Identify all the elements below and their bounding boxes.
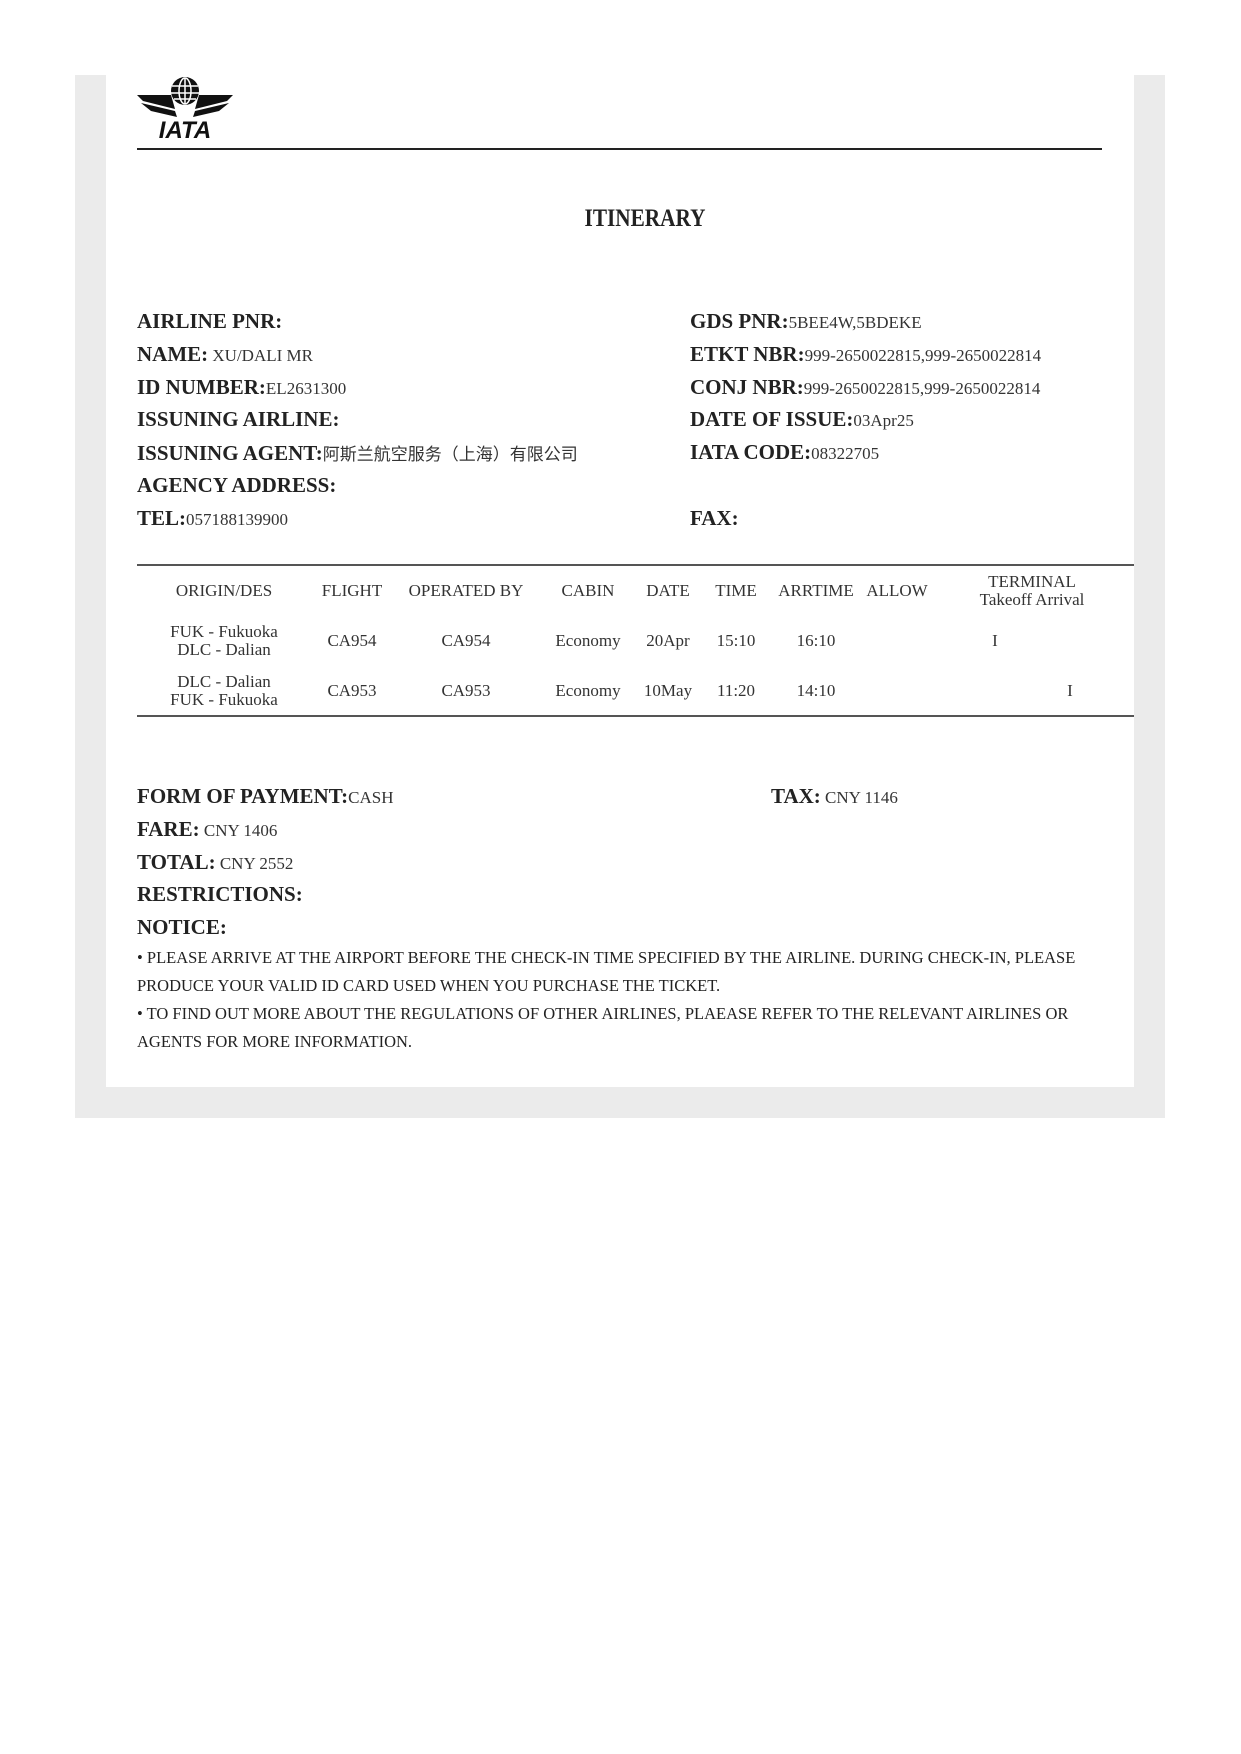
field-value: XU/DALI MR (208, 346, 313, 365)
form-of-payment: FORM OF PAYMENT:CASH (137, 784, 394, 808)
field-label: ETKT NBR: (690, 342, 805, 366)
restrictions: RESTRICTIONS: (137, 882, 303, 906)
total: TOTAL: CNY 2552 (137, 850, 294, 874)
field-value: 5BEE4W,5BDEKE (788, 313, 922, 332)
table-bottom-rule (137, 715, 1134, 717)
cabin-cell: Economy (555, 631, 621, 650)
flight-cell: CA954 (327, 631, 377, 650)
field-value: 999-2650022815,999-2650022814 (804, 346, 1042, 365)
header-divider (137, 148, 1102, 150)
iata-logo: IATA (137, 77, 233, 140)
field-label: DATE OF ISSUE: (690, 407, 854, 431)
column-header: CABIN (561, 581, 615, 600)
column-header: ALLOW (866, 581, 928, 600)
flight-cell: CA953 (327, 681, 377, 700)
field-value: 08322705 (811, 444, 880, 463)
field-iata-code: IATA CODE:08322705 (690, 440, 879, 465)
field-conj-nbr: CONJ NBR:999-2650022815,999-2650022814 (690, 375, 1040, 400)
operated-cell: CA953 (441, 681, 491, 700)
field-agency-address: AGENCY ADDRESS: (137, 473, 336, 498)
field-value: 057188139900 (186, 510, 289, 529)
field-label: ISSUNING AIRLINE: (137, 407, 340, 431)
field-airline-pnr: AIRLINE PNR: (137, 309, 282, 334)
column-header-terminal: TERMINAL (988, 572, 1076, 591)
itinerary-sheet (106, 75, 1134, 1087)
time-cell: 15:10 (716, 631, 756, 650)
column-header: OPERATED BY (408, 581, 524, 600)
field-value: EL2631300 (265, 379, 347, 398)
notice-2: • TO FIND OUT MORE ABOUT THE REGULATIONS… (137, 1004, 1069, 1051)
field-id-number: ID NUMBER:EL2631300 (137, 375, 346, 400)
operated-cell: CA954 (441, 631, 491, 650)
origin-cell: DLC - Dalian (177, 672, 271, 691)
field-label: CONJ NBR: (690, 375, 804, 399)
table-top-rule (137, 564, 1134, 566)
notice-1: • PLEASE ARRIVE AT THE AIRPORT BEFORE TH… (137, 948, 1076, 995)
column-header: ORIGIN/DES (175, 581, 273, 600)
field-issuning-agent: ISSUNING AGENT:阿斯兰航空服务（上海）有限公司 (137, 440, 578, 466)
field-label: IATA CODE: (690, 440, 812, 464)
column-header-takeoff-arrival: Takeoff Arrival (979, 590, 1085, 609)
time-cell: 11:20 (716, 681, 756, 700)
field-label: AGENCY ADDRESS: (137, 473, 337, 497)
field-date-of-issue: DATE OF ISSUE:03Apr25 (690, 407, 914, 432)
field-label: FAX: (690, 506, 739, 530)
svg-text:IATA: IATA (159, 117, 211, 140)
field-value: 阿斯兰航空服务（上海）有限公司 (322, 445, 578, 464)
field-etkt-nbr: ETKT NBR:999-2650022815,999-2650022814 (690, 342, 1041, 367)
field-label: TEL: (137, 506, 187, 530)
page-title: ITINERARY (584, 205, 706, 232)
arrtime-cell: 16:10 (796, 631, 836, 650)
field-label: GDS PNR: (690, 309, 789, 333)
tax: TAX: CNY 1146 (771, 784, 898, 808)
column-header: DATE (646, 581, 690, 600)
field-value: 999-2650022815,999-2650022814 (803, 379, 1041, 398)
fare: FARE: CNY 1406 (137, 817, 278, 841)
field-name: NAME: XU/DALI MR (137, 342, 313, 367)
arrtime-cell: 14:10 (796, 681, 836, 700)
destination-cell: DLC - Dalian (177, 640, 271, 659)
cabin-cell: Economy (555, 681, 621, 700)
notice-heading: NOTICE: (137, 915, 227, 939)
origin-cell: FUK - Fukuoka (170, 622, 278, 641)
field-value: 03Apr25 (853, 411, 914, 430)
arrival-terminal-cell: I (1067, 681, 1073, 700)
field-label: ISSUNING AGENT: (137, 441, 323, 465)
field-label: NAME: (137, 342, 209, 366)
column-header: TIME (715, 581, 757, 600)
field-fax: FAX: (690, 506, 739, 531)
column-header: ARRTIME (778, 581, 854, 600)
field-label: AIRLINE PNR: (137, 309, 283, 333)
date-cell: 10May (643, 681, 693, 700)
destination-cell: FUK - Fukuoka (170, 690, 278, 709)
field-tel: TEL:057188139900 (137, 506, 288, 531)
date-cell: 20Apr (646, 631, 690, 650)
field-label: ID NUMBER: (137, 375, 266, 399)
field-gds-pnr: GDS PNR:5BEE4W,5BDEKE (690, 309, 922, 334)
column-header: FLIGHT (321, 581, 383, 600)
takeoff-terminal-cell: I (992, 631, 998, 650)
field-issuning-airline: ISSUNING AIRLINE: (137, 407, 339, 432)
